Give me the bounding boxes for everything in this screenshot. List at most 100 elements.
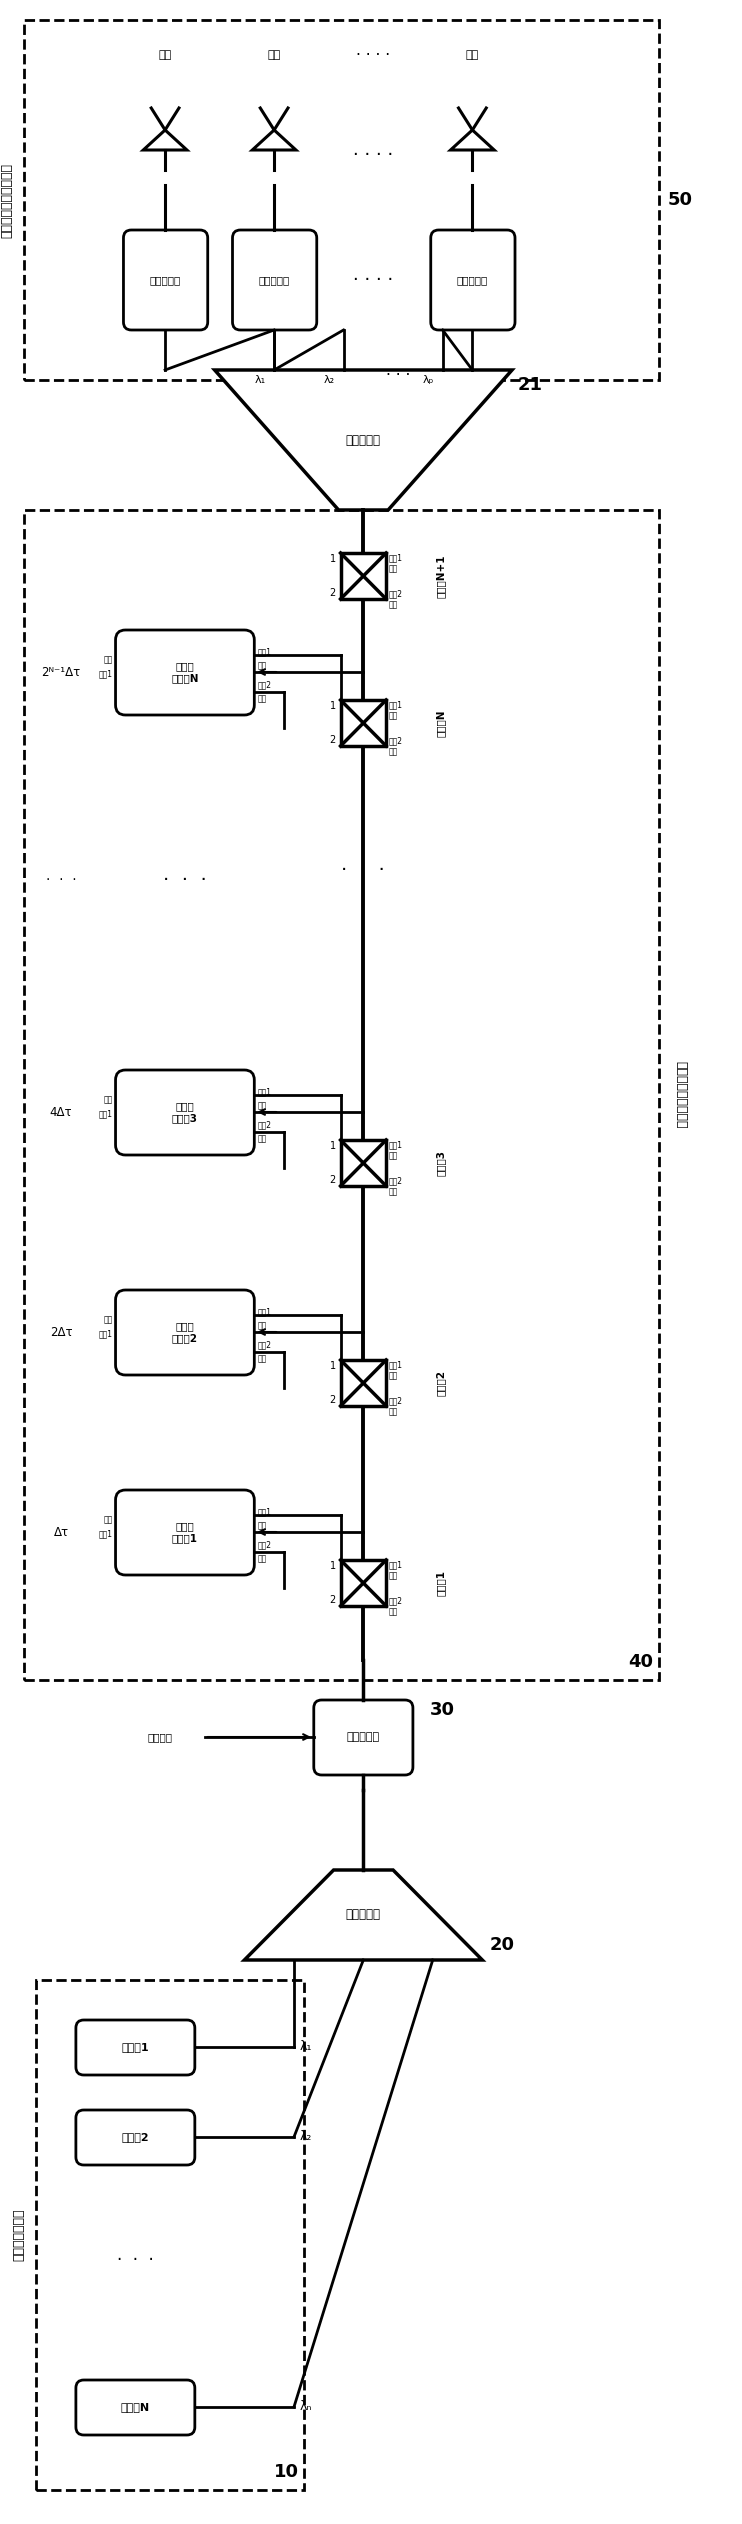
Text: 输出2: 输出2 <box>257 1540 272 1550</box>
Text: 输出1: 输出1 <box>389 1141 403 1148</box>
Text: 21: 21 <box>517 376 542 394</box>
Text: 端口1: 端口1 <box>99 669 113 679</box>
Text: 光开儶3: 光开儶3 <box>436 1151 446 1176</box>
Text: 端口: 端口 <box>257 1133 266 1143</box>
Text: 端口: 端口 <box>389 1608 398 1615</box>
Text: λ₂: λ₂ <box>300 2130 312 2143</box>
Text: 阵列波
导光梅1: 阵列波 导光梅1 <box>172 1522 198 1542</box>
Text: 端口: 端口 <box>389 1408 398 1416</box>
FancyBboxPatch shape <box>116 1290 255 1376</box>
Text: 端口: 端口 <box>257 1100 266 1111</box>
Text: 输出1: 输出1 <box>257 1507 272 1517</box>
Text: 端口: 端口 <box>257 661 266 671</box>
Text: 40: 40 <box>628 1653 654 1671</box>
Bar <box>341 699 386 747</box>
FancyBboxPatch shape <box>116 631 255 714</box>
Text: 2: 2 <box>329 1595 335 1605</box>
Polygon shape <box>450 131 494 149</box>
Text: 输出2: 输出2 <box>257 681 272 689</box>
FancyBboxPatch shape <box>314 1701 413 1774</box>
Text: 输入2: 输入2 <box>389 1176 403 1186</box>
Bar <box>24 510 659 1681</box>
Text: 10: 10 <box>274 2463 298 2481</box>
Text: 光电探测器: 光电探测器 <box>258 275 290 285</box>
Bar <box>341 1141 386 1186</box>
FancyBboxPatch shape <box>76 2019 195 2075</box>
Text: 50: 50 <box>668 192 693 209</box>
Bar <box>36 1979 304 2491</box>
Text: 输出1: 输出1 <box>389 553 403 563</box>
Polygon shape <box>252 131 296 149</box>
Text: 2: 2 <box>329 588 335 598</box>
FancyBboxPatch shape <box>232 230 317 331</box>
Text: · · · ·: · · · · <box>353 270 393 290</box>
Text: 输入: 输入 <box>103 1514 113 1524</box>
Text: 输入: 输入 <box>103 1095 113 1106</box>
Text: 端口: 端口 <box>389 1186 398 1196</box>
Text: 端口: 端口 <box>389 1572 398 1580</box>
Text: 输出2: 输出2 <box>257 1121 272 1131</box>
Text: · · · ·: · · · · <box>353 146 393 164</box>
Text: 输入2: 输入2 <box>389 1598 403 1605</box>
Text: 光开关N: 光开关N <box>436 709 446 737</box>
Text: 输出1: 输出1 <box>257 649 272 656</box>
Text: 多光源激光阵列: 多光源激光阵列 <box>12 2208 25 2262</box>
Text: 光开关N+1: 光开关N+1 <box>436 555 446 598</box>
Text: 光开儶1: 光开儶1 <box>436 1570 446 1595</box>
Text: 端口: 端口 <box>389 712 398 719</box>
Bar <box>24 20 659 381</box>
Text: 输入2: 输入2 <box>389 591 403 598</box>
Text: ·  ·  ·: · · · <box>163 871 207 888</box>
Text: 端口: 端口 <box>389 565 398 573</box>
Text: 光开儶2: 光开儶2 <box>436 1371 446 1396</box>
Polygon shape <box>214 371 512 510</box>
Text: 端口1: 端口1 <box>99 1330 113 1338</box>
Text: 4Δτ: 4Δτ <box>50 1106 72 1118</box>
Text: ·  ·  ·: · · · <box>117 2251 154 2269</box>
Text: 输出1: 输出1 <box>257 1088 272 1095</box>
Text: 2: 2 <box>329 1396 335 1406</box>
Text: 输出1: 输出1 <box>389 1360 403 1371</box>
Text: 输入2: 输入2 <box>389 737 403 745</box>
Text: 1: 1 <box>329 1141 335 1151</box>
Bar <box>341 1560 386 1605</box>
Text: 光电探测器和天线阵列: 光电探测器和天线阵列 <box>0 162 13 237</box>
Text: · · ·: · · · <box>386 369 410 384</box>
Text: 端口: 端口 <box>257 1355 266 1363</box>
Text: 2: 2 <box>329 1176 335 1184</box>
Text: 阵列波
导光桝N: 阵列波 导光桝N <box>171 661 199 684</box>
FancyBboxPatch shape <box>123 230 208 331</box>
Text: 输出1: 输出1 <box>389 702 403 709</box>
Text: ·  ·  ·: · · · <box>46 873 76 886</box>
Text: 激光源2: 激光源2 <box>122 2133 149 2143</box>
Text: 输入: 输入 <box>103 656 113 664</box>
Text: 输出1: 输出1 <box>257 1307 272 1318</box>
Text: 射频信号: 射频信号 <box>148 1731 173 1742</box>
Text: 激光源N: 激光源N <box>121 2403 150 2413</box>
Text: 30: 30 <box>430 1701 455 1719</box>
Text: 端口: 端口 <box>257 1522 266 1530</box>
Text: λ₁: λ₁ <box>255 376 266 386</box>
Text: · · · ·: · · · · <box>356 48 390 63</box>
Text: 端口: 端口 <box>389 601 398 608</box>
Text: 可编程光真时延模块: 可编程光真时延模块 <box>674 1060 687 1128</box>
FancyBboxPatch shape <box>76 2110 195 2166</box>
Text: 天线: 天线 <box>268 50 280 61</box>
Bar <box>341 553 386 598</box>
Text: 1: 1 <box>329 553 335 563</box>
Text: Δτ: Δτ <box>53 1524 68 1540</box>
Text: 端口: 端口 <box>257 694 266 704</box>
Text: 端口: 端口 <box>389 1151 398 1161</box>
Text: 1: 1 <box>329 1560 335 1570</box>
Text: 阵列波
导光梅3: 阵列波 导光梅3 <box>172 1100 198 1123</box>
Text: 端口: 端口 <box>389 1371 398 1381</box>
Text: λ₁: λ₁ <box>300 2039 312 2055</box>
FancyBboxPatch shape <box>76 2380 195 2436</box>
Text: 输出1: 输出1 <box>389 1560 403 1570</box>
Text: 20: 20 <box>490 1936 515 1954</box>
Text: 端口1: 端口1 <box>99 1530 113 1540</box>
FancyBboxPatch shape <box>116 1489 255 1575</box>
Text: 电光调制器: 电光调制器 <box>347 1731 380 1742</box>
Text: 2Δτ: 2Δτ <box>50 1325 72 1338</box>
Bar <box>341 1360 386 1406</box>
